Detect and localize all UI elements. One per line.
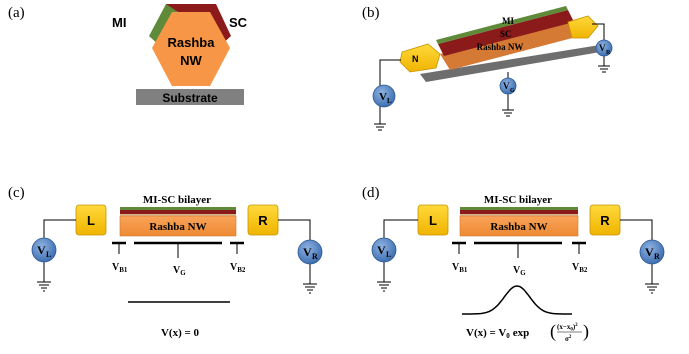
wire-right-b [592, 23, 605, 42]
left-lead-3d [399, 43, 441, 73]
central-gate-c [134, 241, 222, 258]
wire-left-d [383, 219, 418, 238]
svg-text:V: V [645, 245, 654, 259]
ground-icon [37, 281, 51, 292]
gate-plate [420, 44, 612, 82]
panel-b: (b) N MI SC Rashba NW V L V G [362, 5, 613, 131]
panel-c: (c) MI-SC bilayer Rashba NW L R V L V R [8, 185, 323, 339]
vb1-label-d: VB1 [452, 262, 468, 274]
sc-strip-d [460, 210, 578, 214]
central-gate-d [474, 241, 562, 258]
voltage-probe-icon: V G [499, 77, 517, 95]
sc-slab-3d [438, 10, 574, 56]
nw-body-3d [440, 20, 580, 70]
svg-text:σ2: σ2 [565, 335, 572, 343]
potential-label-c: V(x) = 0 [161, 327, 200, 339]
nw-label-3d: Rashba NW [477, 42, 524, 52]
barrier-gate-b1-d [452, 241, 466, 254]
bilayer-label-c: MI-SC bilayer [143, 194, 211, 206]
right-lead-3d [567, 15, 599, 39]
ground-icon [598, 65, 610, 73]
svg-text:R: R [312, 252, 318, 261]
svg-text:L: L [46, 250, 51, 259]
vg-label-c: VG [173, 265, 186, 277]
mi-label-3d: MI [502, 16, 514, 26]
svg-text:G: G [510, 88, 515, 94]
rashba-nw-bar-d [459, 215, 579, 237]
nw-label-line2: NW [180, 53, 202, 68]
svg-text:V: V [37, 243, 46, 257]
voltage-probe-icon: V L [371, 237, 397, 263]
ground-icon [645, 283, 659, 294]
svg-text:V: V [599, 43, 606, 53]
vg-label-d: VG [513, 265, 526, 277]
wire-left-c [43, 219, 76, 238]
wire-right-c [278, 219, 311, 240]
sc-label: SC [229, 15, 248, 30]
voltage-probe-icon: V R [639, 239, 665, 265]
svg-text:V: V [503, 81, 510, 91]
panel-a-label: (a) [8, 5, 25, 21]
barrier-gate-b1-c [112, 241, 126, 254]
svg-text:R: R [654, 252, 660, 261]
svg-text:L: L [387, 97, 392, 105]
sc-label-3d: SC [500, 29, 512, 39]
barrier-gate-b2-d [572, 241, 586, 254]
voltage-probe-icon: V R [595, 39, 613, 57]
mi-label: MI [112, 15, 126, 30]
voltage-probe-icon: V L [31, 237, 57, 263]
ground-icon [377, 281, 391, 292]
lead-right-label-d: R [600, 213, 610, 228]
svg-text:): ) [583, 321, 589, 342]
rashba-nw-hexagon [152, 12, 230, 86]
ground-icon [303, 283, 317, 294]
panel-a: (a) Substrate MI SC Rashba NW [8, 4, 248, 105]
svg-text:V: V [377, 243, 386, 257]
svg-text:V: V [379, 91, 387, 103]
ground-icon [374, 123, 386, 131]
nw-label-c: Rashba NW [149, 221, 206, 233]
voltage-probe-icon: V R [297, 239, 323, 265]
svg-text:(x−x0)2: (x−x0)2 [557, 323, 578, 333]
vb2-label-d: VB2 [572, 262, 588, 274]
substrate-label: Substrate [162, 91, 218, 105]
panel-d: (d) MI-SC bilayer Rashba NW L R V L V R [362, 185, 665, 343]
vb1-label-c: VB1 [112, 262, 128, 274]
rashba-nw-bar-c [119, 215, 237, 237]
sc-layer [166, 4, 231, 46]
panel-c-label: (c) [8, 185, 25, 201]
lead-left-label-c: L [87, 213, 95, 228]
interface-strip-c [120, 214, 236, 216]
vb2-label-c: VB2 [230, 262, 246, 274]
wire-right-d [620, 219, 653, 240]
interface-strip-d [460, 214, 578, 216]
substrate-block [136, 89, 244, 105]
ground-icon [502, 109, 514, 117]
lead-n-label: N [412, 54, 419, 64]
mi-strip-d [460, 207, 578, 210]
svg-text:L: L [386, 250, 391, 259]
panel-d-label: (d) [362, 185, 380, 201]
wire-left-b [379, 59, 401, 90]
svg-text:R: R [606, 50, 611, 56]
sc-strip-c [120, 210, 236, 214]
svg-text:V: V [303, 245, 312, 259]
nw-label-d: Rashba NW [490, 221, 547, 233]
gaussian-potential-curve [462, 285, 572, 315]
mi-strip-c [120, 207, 236, 210]
lead-right-label-c: R [258, 213, 268, 228]
bilayer-label-d: MI-SC bilayer [484, 194, 552, 206]
voltage-probe-icon: V L [372, 84, 396, 108]
mi-strip-3d [436, 6, 568, 44]
barrier-gate-b2-c [230, 241, 244, 254]
lead-left-label-d: L [429, 213, 437, 228]
potential-formula-d: V(x) = V0 exp ( (x−x0)2 σ2 ) [466, 321, 589, 343]
nw-label-line1: Rashba [168, 35, 216, 50]
panel-b-label: (b) [362, 5, 380, 21]
svg-text:(: ( [550, 321, 556, 342]
